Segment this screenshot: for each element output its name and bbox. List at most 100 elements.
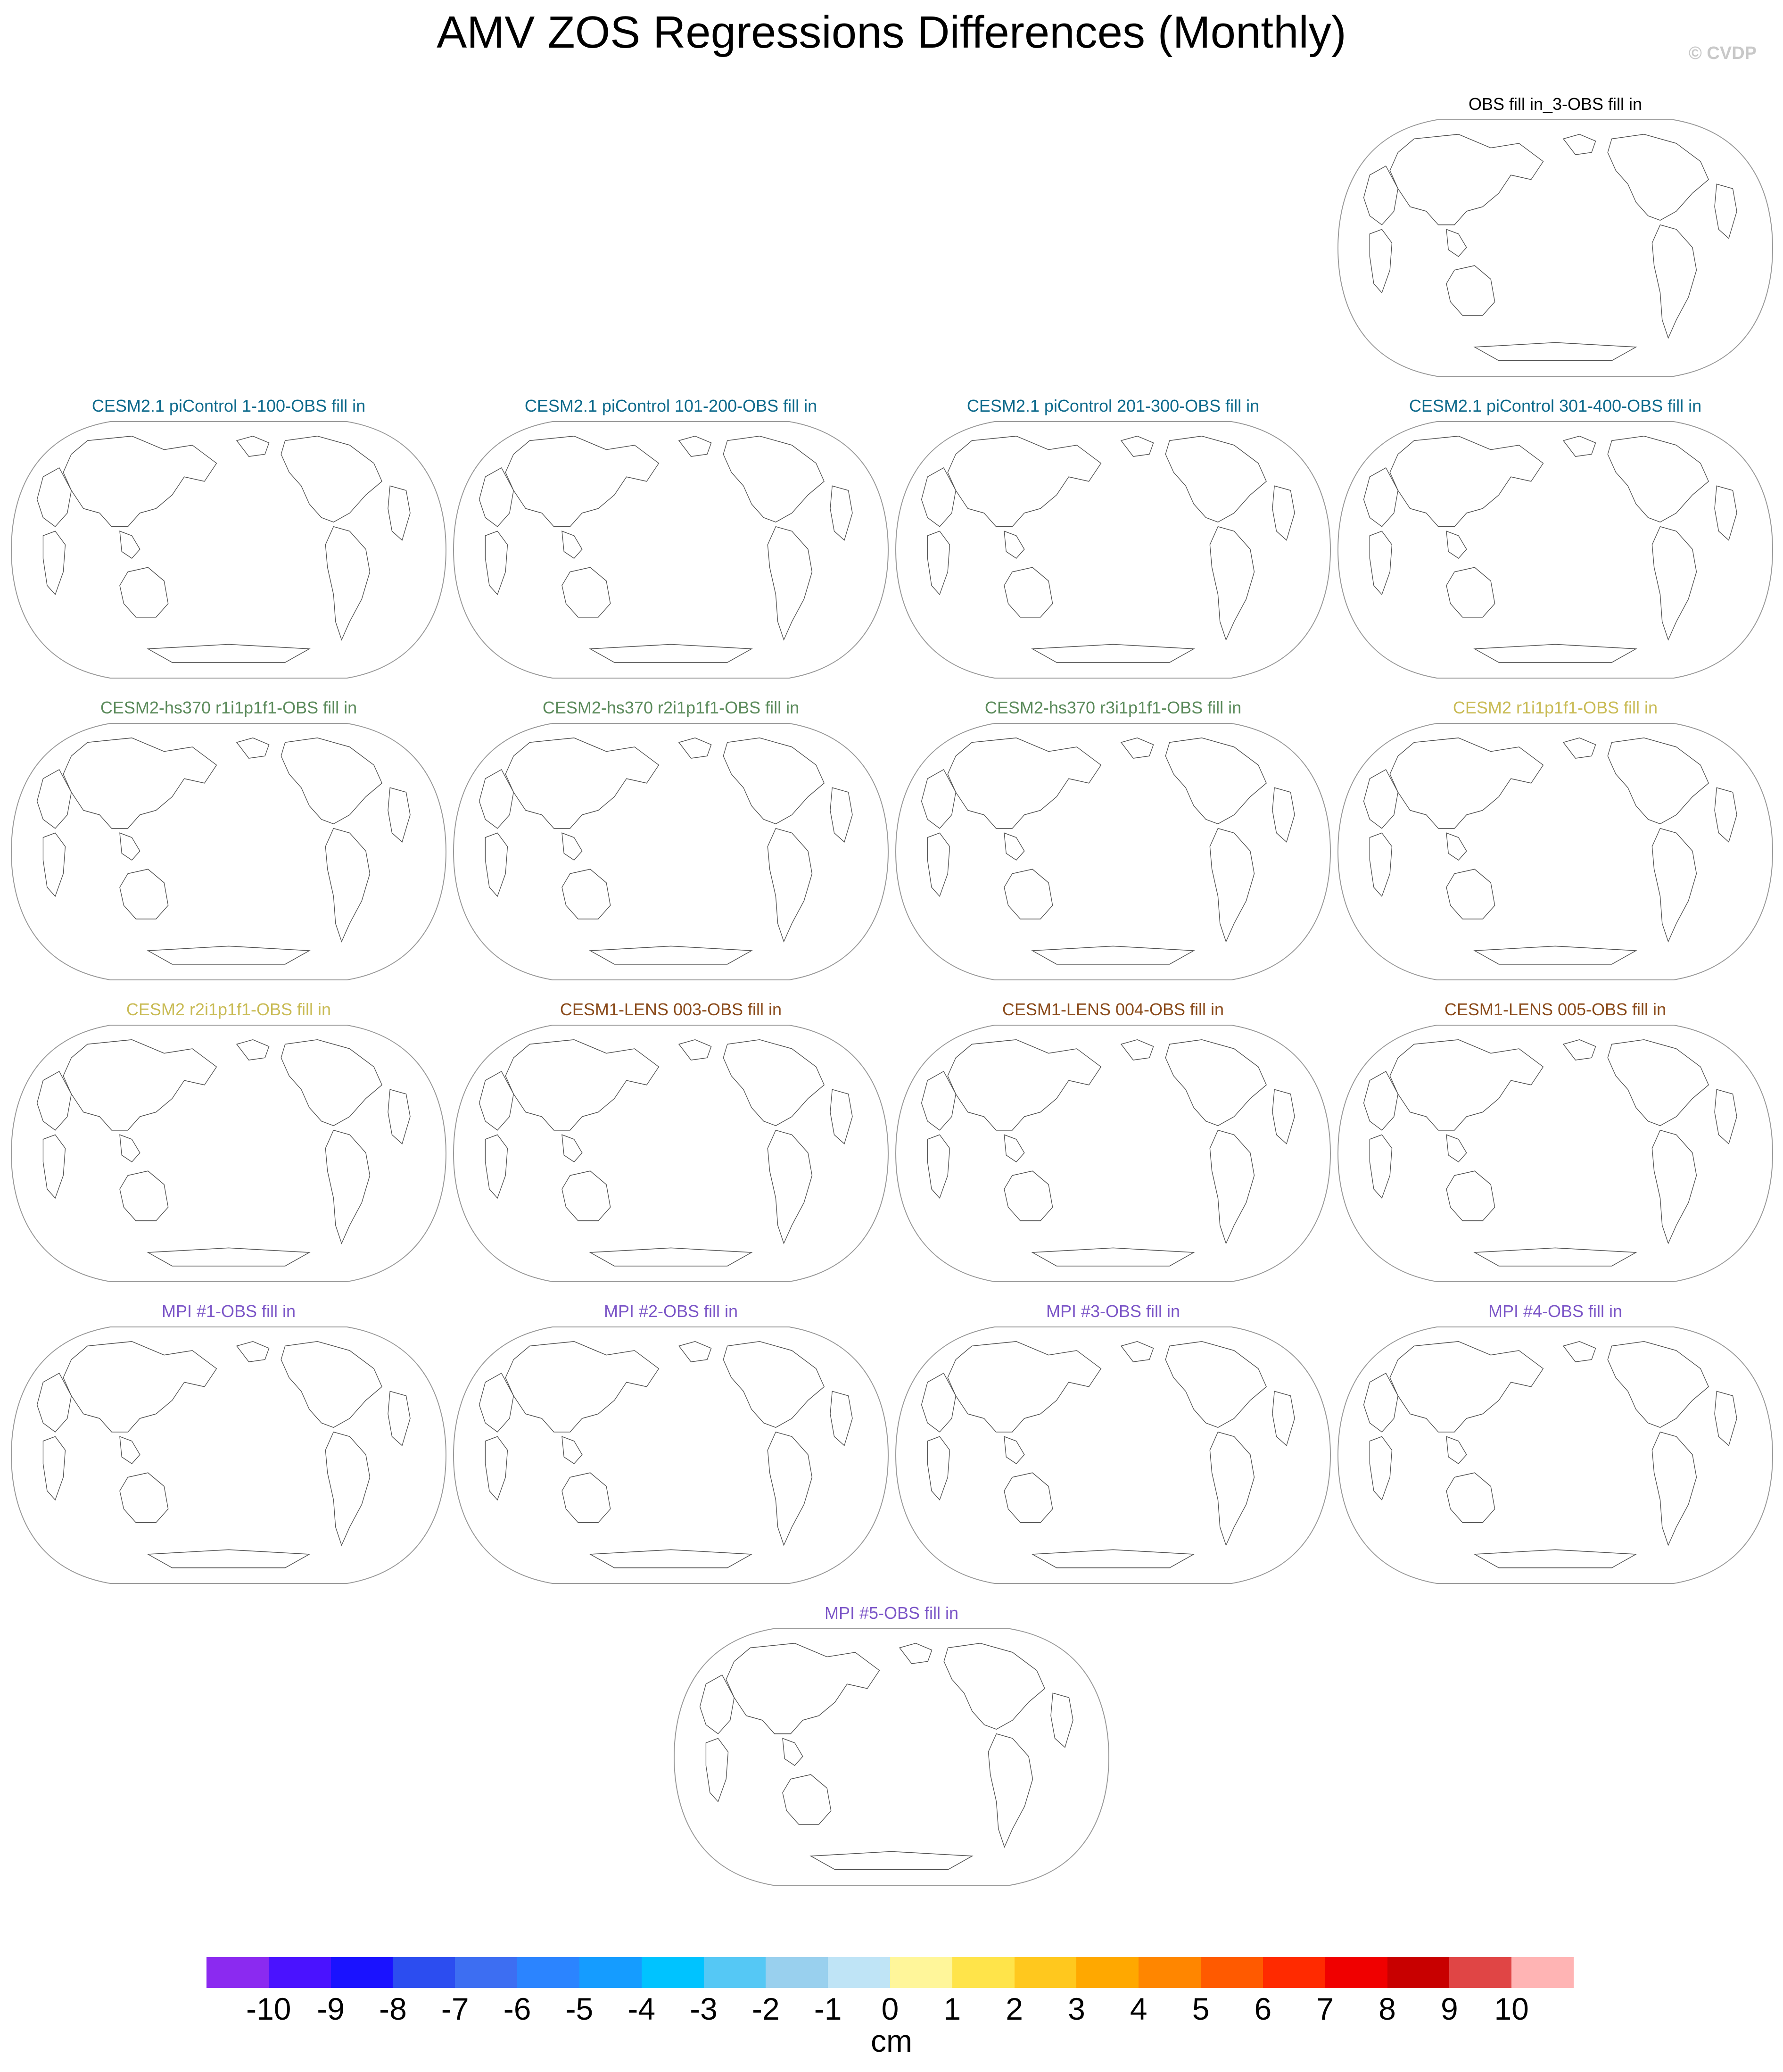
coastline: [236, 737, 270, 759]
map-panel: OBS fill in_3-OBS fill in: [1336, 94, 1775, 387]
coastline: [1651, 224, 1697, 339]
coastline: [561, 530, 583, 559]
coastline: [1004, 1170, 1053, 1221]
colorbar-tick-label: -9: [317, 1991, 345, 2026]
coastline: [943, 1643, 1045, 1730]
coastline: [899, 1642, 933, 1664]
coastline: [1714, 1089, 1737, 1144]
colorbar-box: [1387, 1957, 1450, 1988]
colorbar-box: [1325, 1957, 1388, 1988]
map-outline: [453, 1326, 889, 1584]
map-outline: [1337, 119, 1774, 377]
coastline: [1473, 644, 1637, 663]
coastline: [1651, 1431, 1697, 1546]
map-outline: [453, 421, 889, 679]
map-panel: CESM2 r2i1p1f1-OBS fill in: [9, 1000, 448, 1292]
colorbar-tick-label: 7: [1316, 1991, 1334, 2026]
coastline: [119, 1134, 140, 1162]
map-panel: CESM2.1 piControl 1-100-OBS fill in: [9, 396, 448, 688]
coastline: [485, 832, 508, 897]
coastline: [147, 1247, 311, 1267]
map-panel: CESM1-LENS 005-OBS fill in: [1336, 1000, 1775, 1292]
coastline: [1562, 1341, 1596, 1362]
coastline: [767, 526, 813, 641]
colorbar-tick-label: -10: [246, 1991, 291, 2026]
colorbar-tick-label: 9: [1441, 1991, 1458, 2026]
panel-title: CESM2-hs370 r1i1p1f1-OBS fill in: [100, 698, 357, 717]
map-outline: [1337, 421, 1774, 679]
coastline: [1607, 134, 1709, 221]
coastline: [1446, 869, 1495, 920]
panel-title: CESM2-hs370 r3i1p1f1-OBS fill in: [984, 698, 1242, 717]
coastline: [1446, 1134, 1467, 1162]
coastlines: [1363, 737, 1737, 965]
coastline: [561, 832, 583, 861]
coastlines: [1363, 435, 1737, 663]
colorbar-units: cm: [871, 2023, 912, 2058]
coastline: [723, 738, 825, 825]
coastline: [723, 1039, 825, 1127]
coastline: [1165, 436, 1267, 523]
coastline: [988, 1733, 1033, 1848]
colorbar-box: [579, 1957, 642, 1988]
coastlines: [36, 1039, 411, 1267]
coastlines: [921, 435, 1295, 663]
panel-title: MPI #3-OBS fill in: [1046, 1301, 1180, 1321]
coastline: [1004, 1472, 1053, 1523]
coastline: [36, 1372, 72, 1433]
coastline: [325, 1431, 371, 1546]
coastline: [1607, 1341, 1709, 1428]
coastline: [1562, 737, 1596, 759]
coastline: [119, 530, 140, 559]
coastlines: [699, 1642, 1073, 1870]
map-outline: [10, 421, 447, 679]
world-map: [1337, 119, 1774, 377]
coastline: [1473, 1247, 1637, 1267]
coastline: [1209, 1129, 1255, 1244]
colorbar-tick-label: 1: [943, 1991, 961, 2026]
world-map: [453, 723, 889, 980]
coastline: [1562, 435, 1596, 457]
coastline: [1209, 828, 1255, 943]
coastline: [281, 1341, 382, 1428]
coastline: [1446, 1472, 1495, 1523]
coastlines: [479, 1039, 853, 1267]
coastline: [1272, 485, 1295, 541]
coastline: [723, 1341, 825, 1428]
coastline: [42, 832, 66, 897]
world-map: [895, 1025, 1331, 1282]
coastline: [1607, 436, 1709, 523]
coastline: [119, 1170, 169, 1221]
coastline: [927, 1134, 950, 1199]
colorbar: [206, 1957, 1574, 1988]
coastline: [678, 1341, 712, 1362]
coastline: [1446, 229, 1467, 257]
world-map: [10, 723, 447, 980]
map-panel: CESM2.1 piControl 101-200-OBS fill in: [452, 396, 890, 688]
coastlines: [479, 1341, 853, 1568]
coastline: [119, 1472, 169, 1523]
coastline: [1473, 945, 1637, 965]
coastline: [236, 1039, 270, 1061]
coastline: [1165, 1341, 1267, 1428]
coastline: [809, 1851, 974, 1870]
world-map: [10, 1025, 447, 1282]
panel-title: OBS fill in_3-OBS fill in: [1468, 94, 1643, 114]
map-panel: CESM2 r1i1p1f1-OBS fill in: [1336, 698, 1775, 990]
coastline: [325, 526, 371, 641]
coastline: [479, 769, 514, 829]
coastline: [1120, 435, 1154, 457]
world-map: [1337, 723, 1774, 980]
map-outline: [895, 723, 1331, 980]
coastline: [589, 945, 753, 965]
map-panel: CESM1-LENS 003-OBS fill in: [452, 1000, 890, 1292]
coastline: [830, 485, 853, 541]
world-map: [453, 1326, 889, 1584]
coastlines: [921, 1341, 1295, 1568]
coastline: [1562, 133, 1596, 155]
world-map: [453, 421, 889, 679]
panel-title: CESM1-LENS 004-OBS fill in: [1002, 1000, 1224, 1019]
coastline: [1363, 769, 1399, 829]
colorbar-box: [455, 1957, 518, 1988]
map-panel: CESM2-hs370 r3i1p1f1-OBS fill in: [894, 698, 1332, 990]
